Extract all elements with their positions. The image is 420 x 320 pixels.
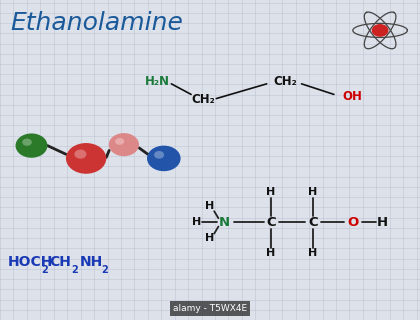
Text: CH₂: CH₂: [192, 93, 215, 106]
Text: H: H: [308, 187, 318, 197]
Text: Ethanolamine: Ethanolamine: [10, 11, 184, 35]
Text: H: H: [192, 217, 201, 228]
Circle shape: [74, 149, 87, 159]
Text: H: H: [308, 248, 318, 258]
Text: C: C: [266, 216, 276, 229]
Text: N: N: [219, 216, 230, 229]
Circle shape: [147, 146, 181, 171]
Text: H₂N: H₂N: [145, 75, 170, 88]
Text: 2: 2: [71, 265, 78, 275]
Circle shape: [66, 143, 106, 174]
Text: H: H: [377, 216, 388, 229]
Text: HOCH: HOCH: [8, 255, 53, 268]
Text: H: H: [266, 187, 276, 197]
Text: OH: OH: [343, 90, 363, 102]
Text: H: H: [205, 233, 214, 244]
Text: C: C: [308, 216, 318, 229]
Text: CH₂: CH₂: [274, 75, 297, 88]
Circle shape: [115, 138, 124, 145]
Text: H: H: [266, 248, 276, 258]
Circle shape: [154, 151, 164, 159]
Circle shape: [109, 133, 139, 156]
Circle shape: [372, 24, 388, 37]
Text: alamy - T5WX4E: alamy - T5WX4E: [173, 304, 247, 313]
Circle shape: [16, 133, 47, 158]
Text: O: O: [347, 216, 358, 229]
Text: NH: NH: [80, 255, 103, 268]
Text: H: H: [205, 201, 214, 212]
Text: 2: 2: [102, 265, 108, 275]
Text: CH: CH: [50, 255, 71, 268]
Circle shape: [22, 139, 32, 146]
Text: 2: 2: [41, 265, 48, 275]
